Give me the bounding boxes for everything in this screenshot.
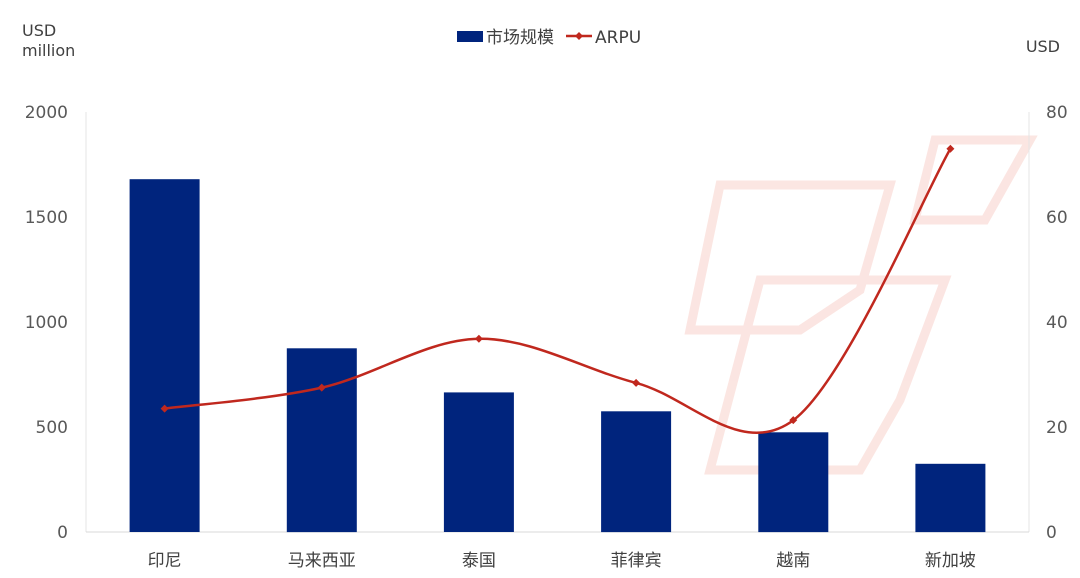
right-tick-label: 60 bbox=[1046, 208, 1068, 228]
bar-2 bbox=[443, 392, 514, 532]
legend-line-marker bbox=[575, 32, 583, 40]
bar-4 bbox=[758, 432, 829, 533]
left-tick-label: 2000 bbox=[25, 103, 68, 123]
arpu-marker-5 bbox=[946, 144, 955, 153]
arpu-line bbox=[164, 148, 952, 434]
category-labels: 印尼 马来西亚 泰国 菲律宾 越南 新加坡 bbox=[148, 551, 976, 571]
arpu-marker-0 bbox=[160, 404, 169, 413]
right-tick-label: 80 bbox=[1046, 103, 1068, 123]
category-label: 印尼 bbox=[148, 551, 182, 571]
legend-bar-label: 市场规模 bbox=[486, 28, 554, 48]
bar-3 bbox=[601, 411, 672, 533]
bar-1 bbox=[286, 348, 357, 533]
right-tick-label: 40 bbox=[1046, 313, 1068, 333]
category-label: 越南 bbox=[776, 551, 810, 571]
legend-bar-swatch bbox=[457, 31, 483, 42]
bar-0 bbox=[129, 179, 200, 532]
left-axis-unit-line2: million bbox=[22, 41, 75, 60]
arpu-marker-3 bbox=[632, 378, 641, 387]
arpu-markers bbox=[160, 144, 955, 425]
right-axis-ticks: 0 20 40 60 80 bbox=[1046, 103, 1068, 543]
left-tick-label: 1000 bbox=[25, 313, 68, 333]
left-tick-label: 1500 bbox=[25, 208, 68, 228]
arpu-marker-2 bbox=[474, 334, 483, 343]
category-label: 新加坡 bbox=[925, 551, 976, 571]
arpu-marker-4 bbox=[789, 416, 798, 425]
right-tick-label: 20 bbox=[1046, 418, 1068, 438]
arpu-marker-1 bbox=[317, 383, 326, 392]
watermark-logo bbox=[684, 135, 1038, 475]
category-label: 马来西亚 bbox=[288, 551, 356, 571]
left-tick-label: 500 bbox=[36, 418, 68, 438]
legend-line-label: ARPU bbox=[595, 28, 641, 48]
left-axis-unit-line1: USD bbox=[22, 21, 56, 40]
right-tick-label: 0 bbox=[1046, 523, 1057, 543]
category-label: 泰国 bbox=[462, 551, 496, 571]
bar-5 bbox=[915, 463, 986, 533]
legend: 市场规模 ARPU bbox=[457, 28, 641, 48]
right-axis-unit: USD bbox=[1026, 37, 1060, 56]
bar-series bbox=[129, 179, 986, 533]
left-axis-ticks: 0 500 1000 1500 2000 bbox=[25, 103, 68, 543]
category-label: 菲律宾 bbox=[611, 551, 662, 571]
left-tick-label: 0 bbox=[57, 523, 68, 543]
